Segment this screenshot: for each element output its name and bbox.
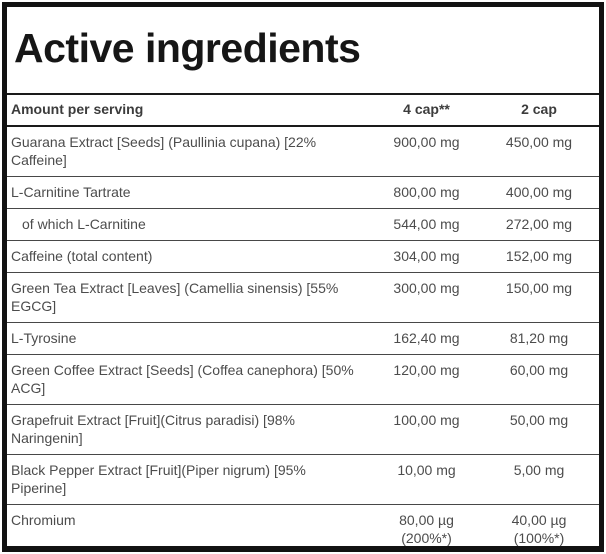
title-block: Active ingredients — [7, 7, 599, 95]
value-4cap: 544,00 mg — [393, 216, 460, 232]
table-row: of which L-Carnitine 544,00 mg 272,00 mg — [7, 208, 599, 240]
ingredient-name: of which L-Carnitine — [22, 216, 146, 232]
ingredient-name: L-Carnitine Tartrate — [11, 184, 131, 200]
table-row: L-Tyrosine 162,40 mg 81,20 mg — [7, 322, 599, 354]
value-4cap: 162,40 mg — [393, 330, 460, 346]
value-4cap: 900,00 mg — [393, 134, 460, 150]
page-title: Active ingredients — [14, 25, 361, 71]
value-2cap: 50,00 mg — [509, 412, 569, 428]
ingredients-rows: Guarana Extract [Seeds] (Paullinia cupan… — [7, 127, 599, 546]
col-2cap-header: 2 cap — [521, 101, 557, 117]
col-4cap-header: 4 cap** — [403, 101, 450, 117]
value-2cap: 5,00 mg — [513, 462, 565, 478]
table-row: Green Tea Extract [Leaves] (Camellia sin… — [7, 272, 599, 322]
table-header-row: Amount per serving 4 cap** 2 cap — [7, 95, 599, 127]
value-2cap: 40,00 µg (100%*) — [511, 512, 567, 546]
ingredient-name: Green Coffee Extract [Seeds] (Coffea can… — [11, 362, 354, 396]
value-2cap: 152,00 mg — [505, 248, 573, 264]
value-2cap: 81,20 mg — [509, 330, 569, 346]
ingredient-name: Guarana Extract [Seeds] (Paullinia cupan… — [11, 134, 317, 168]
table-row: Green Coffee Extract [Seeds] (Coffea can… — [7, 354, 599, 404]
value-4cap: 300,00 mg — [393, 280, 460, 296]
table-row: Caffeine (total content) 304,00 mg 152,0… — [7, 240, 599, 272]
value-2cap: 450,00 mg — [505, 134, 573, 150]
value-2cap: 150,00 mg — [505, 280, 573, 296]
amount-per-serving-header: Amount per serving — [11, 101, 144, 117]
value-4cap: 100,00 mg — [393, 412, 460, 428]
value-4cap: 120,00 mg — [393, 362, 460, 378]
ingredient-name: Black Pepper Extract [Fruit](Piper nigru… — [11, 462, 306, 496]
value-2cap: 400,00 mg — [505, 184, 573, 200]
ingredient-name: L-Tyrosine — [11, 330, 77, 346]
table-row: L-Carnitine Tartrate 800,00 mg 400,00 mg — [7, 176, 599, 208]
value-4cap: 304,00 mg — [393, 248, 460, 264]
value-2cap: 272,00 mg — [505, 216, 573, 232]
value-2cap: 60,00 mg — [509, 362, 569, 378]
value-4cap: 800,00 mg — [393, 184, 460, 200]
ingredient-name: Green Tea Extract [Leaves] (Camellia sin… — [11, 280, 339, 314]
table-row: Black Pepper Extract [Fruit](Piper nigru… — [7, 454, 599, 504]
value-4cap: 10,00 mg — [397, 462, 456, 478]
ingredient-name: Chromium — [11, 512, 76, 528]
table-row: Chromium 80,00 µg (200%*) 40,00 µg (100%… — [7, 504, 599, 546]
ingredient-name: Grapefruit Extract [Fruit](Citrus paradi… — [11, 412, 295, 446]
table-row: Grapefruit Extract [Fruit](Citrus paradi… — [7, 404, 599, 454]
ingredient-name: Caffeine (total content) — [11, 248, 153, 264]
value-4cap: 80,00 µg (200%*) — [399, 512, 454, 546]
table-row: Guarana Extract [Seeds] (Paullinia cupan… — [7, 127, 599, 176]
